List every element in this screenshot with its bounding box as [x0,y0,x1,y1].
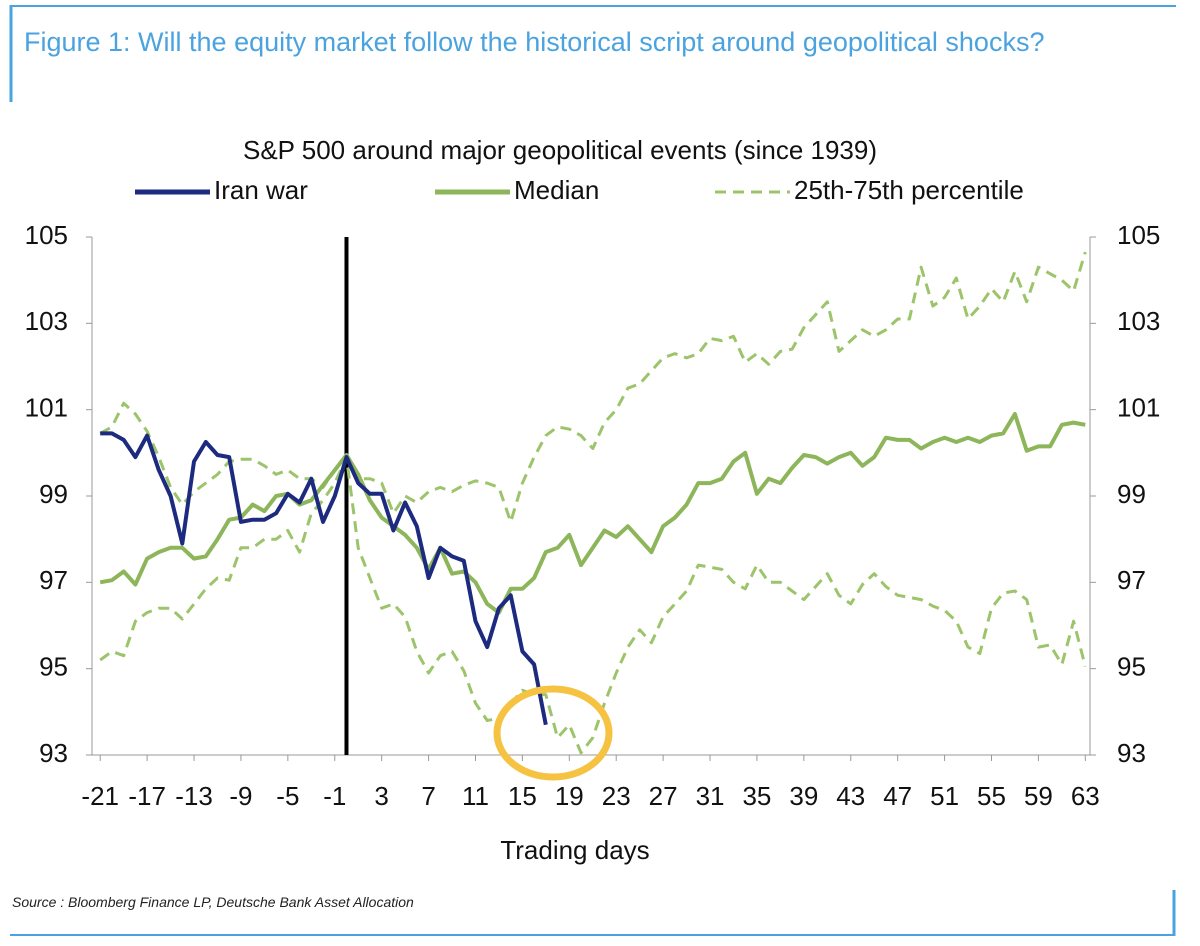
y-tick-label: 101 [25,393,68,423]
y-tick-label: 93 [39,738,68,768]
y2-tick-label: 105 [1117,220,1160,250]
y-tick-label: 97 [39,565,68,595]
y-tick-label: 95 [39,652,68,682]
y2-tick-label: 93 [1117,738,1146,768]
x-tick-label: 35 [742,781,771,811]
chart-title: S&P 500 around major geopolitical events… [243,135,877,165]
x-tick-label: 15 [508,781,537,811]
x-tick-label: -5 [276,781,299,811]
y-tick-label: 105 [25,220,68,250]
x-tick-label: 11 [462,781,489,811]
x-tick-label: 31 [696,781,725,811]
x-tick-label: 3 [374,781,388,811]
x-tick-label: 27 [649,781,678,811]
x-axis-label: Trading days [500,835,649,865]
x-tick-label: -9 [229,781,252,811]
x-tick-label: -13 [175,781,213,811]
x-tick-label: 63 [1071,781,1100,811]
y2-tick-label: 97 [1117,565,1146,595]
series-line [100,431,548,726]
legend-label: Iran war [214,175,308,205]
source-note: Source : Bloomberg Finance LP, Deutsche … [12,894,414,910]
y-tick-label: 103 [25,306,68,336]
y2-tick-label: 101 [1117,393,1160,423]
x-tick-label: 47 [883,781,912,811]
x-tick-label: 55 [977,781,1006,811]
x-tick-label: -17 [128,781,166,811]
percentile-25-line [99,455,1087,755]
x-tick-label: -21 [81,781,119,811]
legend-label: Median [514,175,599,205]
x-tick-label: 43 [836,781,865,811]
x-tick-label: 19 [555,781,584,811]
y2-tick-label: 95 [1117,652,1146,682]
x-tick-label: 23 [602,781,631,811]
x-tick-label: -1 [323,781,346,811]
x-tick-label: 39 [789,781,818,811]
y2-tick-label: 99 [1117,479,1146,509]
y2-tick-label: 103 [1117,306,1160,336]
legend-label: 25th-75th percentile [794,175,1024,205]
highlight-circle [493,685,613,781]
y-tick-label: 99 [39,479,68,509]
x-tick-label: 7 [421,781,435,811]
x-tick-label: 59 [1024,781,1053,811]
x-tick-label: 51 [930,781,959,811]
percentile-75-line [99,251,1087,524]
figure-caption: Figure 1: Will the equity market follow … [24,27,1045,57]
series-line [99,412,1086,615]
